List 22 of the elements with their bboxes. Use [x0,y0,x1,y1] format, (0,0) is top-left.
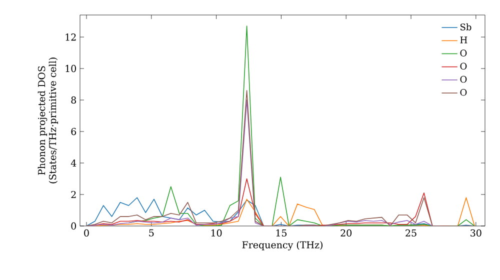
y-tick-label: 2 [71,190,76,198]
legend-label: O [460,76,467,83]
x-tick-label: 10 [211,229,222,237]
y-tick-label: 0 [71,222,76,230]
legend-label: H [460,36,468,44]
x-axis-title: Frequency (THz) [242,241,322,250]
legend-label: Sb [460,23,472,30]
x-tick-label: 20 [340,229,352,237]
x-tick-label: 15 [276,229,287,237]
x-tick-label: 30 [470,229,482,237]
y-tick-label: 6 [71,128,76,136]
x-tick-label: 0 [84,229,89,237]
legend-label: O [460,88,467,96]
legend-label: O [460,62,467,70]
x-tick-label: 5 [149,229,154,236]
x-tick-label: 25 [406,229,416,237]
y-tick-label: 12 [66,34,76,41]
y-tick-label: 8 [71,96,76,104]
y-axis-title: Phonon projected DOS (States/THz·primitive cell) [38,58,58,184]
y-tick-label: 10 [66,64,76,72]
y-tick-label: 4 [70,159,76,167]
legend-label: O [460,50,467,56]
